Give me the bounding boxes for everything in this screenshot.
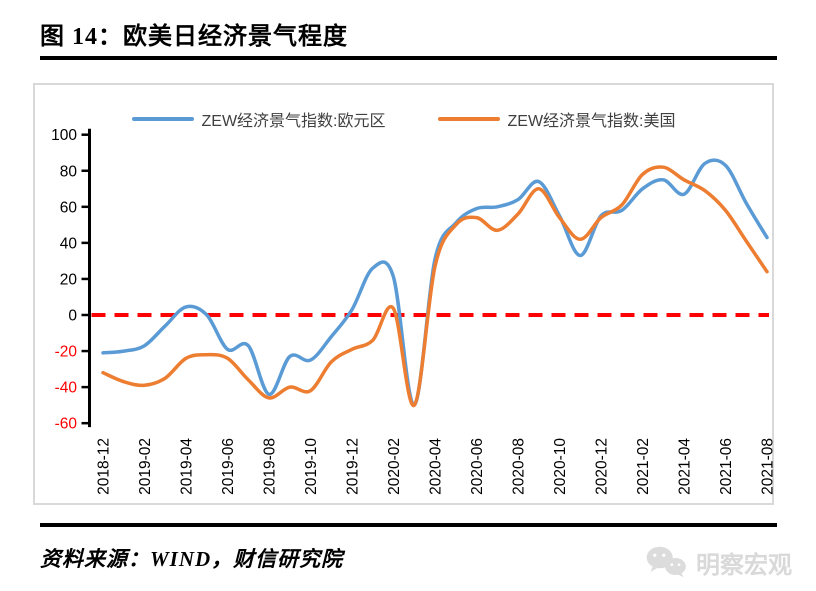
legend-item-eurozone: ZEW经济景气指数:欧元区 bbox=[131, 107, 386, 131]
svg-text:2020-12: 2020-12 bbox=[594, 438, 611, 495]
legend-label-us: ZEW经济景气指数:美国 bbox=[507, 113, 676, 130]
legend-label-eurozone: ZEW经济景气指数:欧元区 bbox=[201, 113, 386, 130]
svg-text:-60: -60 bbox=[55, 416, 78, 433]
svg-text:2021-04: 2021-04 bbox=[677, 438, 694, 495]
svg-text:2021-02: 2021-02 bbox=[635, 438, 652, 495]
svg-text:2021-08: 2021-08 bbox=[760, 438, 777, 495]
svg-text:-40: -40 bbox=[55, 380, 78, 397]
svg-text:2020-04: 2020-04 bbox=[428, 438, 445, 495]
eurozone-line-swatch-icon bbox=[131, 117, 194, 121]
svg-text:2019-12: 2019-12 bbox=[345, 438, 362, 495]
legend-item-us: ZEW经济景气指数:美国 bbox=[437, 107, 676, 131]
footer-divider bbox=[40, 523, 777, 527]
svg-text:-20: -20 bbox=[55, 344, 78, 361]
svg-text:100: 100 bbox=[51, 127, 77, 144]
chart-legend: ZEW经济景气指数:欧元区 ZEW经济景气指数:美国 bbox=[35, 107, 772, 131]
svg-text:80: 80 bbox=[60, 163, 78, 180]
svg-text:2020-06: 2020-06 bbox=[469, 438, 486, 495]
watermark-text: 明察宏观 bbox=[696, 551, 792, 579]
svg-text:2019-08: 2019-08 bbox=[262, 438, 279, 495]
svg-text:60: 60 bbox=[60, 199, 78, 216]
svg-text:40: 40 bbox=[60, 235, 78, 252]
title-divider bbox=[40, 56, 777, 60]
svg-text:2019-04: 2019-04 bbox=[179, 438, 196, 495]
source-attribution: 资料来源：WIND，财信研究院 bbox=[40, 547, 344, 571]
svg-text:2021-06: 2021-06 bbox=[718, 438, 735, 495]
wechat-icon bbox=[646, 546, 686, 578]
svg-text:2020-08: 2020-08 bbox=[511, 438, 528, 495]
figure-title: 图 14：欧美日经济景气程度 bbox=[40, 24, 348, 50]
svg-text:2018-12: 2018-12 bbox=[96, 438, 113, 495]
svg-text:0: 0 bbox=[68, 308, 77, 325]
svg-text:20: 20 bbox=[60, 271, 78, 288]
brand-watermark: 明察宏观 bbox=[644, 544, 792, 580]
svg-text:2020-02: 2020-02 bbox=[386, 438, 403, 495]
svg-text:2020-10: 2020-10 bbox=[552, 438, 569, 495]
svg-text:2019-06: 2019-06 bbox=[220, 438, 237, 495]
us-line-swatch-icon bbox=[437, 117, 500, 121]
svg-text:2019-10: 2019-10 bbox=[303, 438, 320, 495]
chart-area: 100 80 60 40 20 0 -20 -40 -60 2018-12 2019-02 2019-… bbox=[33, 83, 777, 505]
line-chart: 100 80 60 40 20 0 -20 -40 -60 2018-12 2019-02 2019-… bbox=[51, 127, 777, 495]
svg-text:2019-02: 2019-02 bbox=[137, 438, 154, 495]
